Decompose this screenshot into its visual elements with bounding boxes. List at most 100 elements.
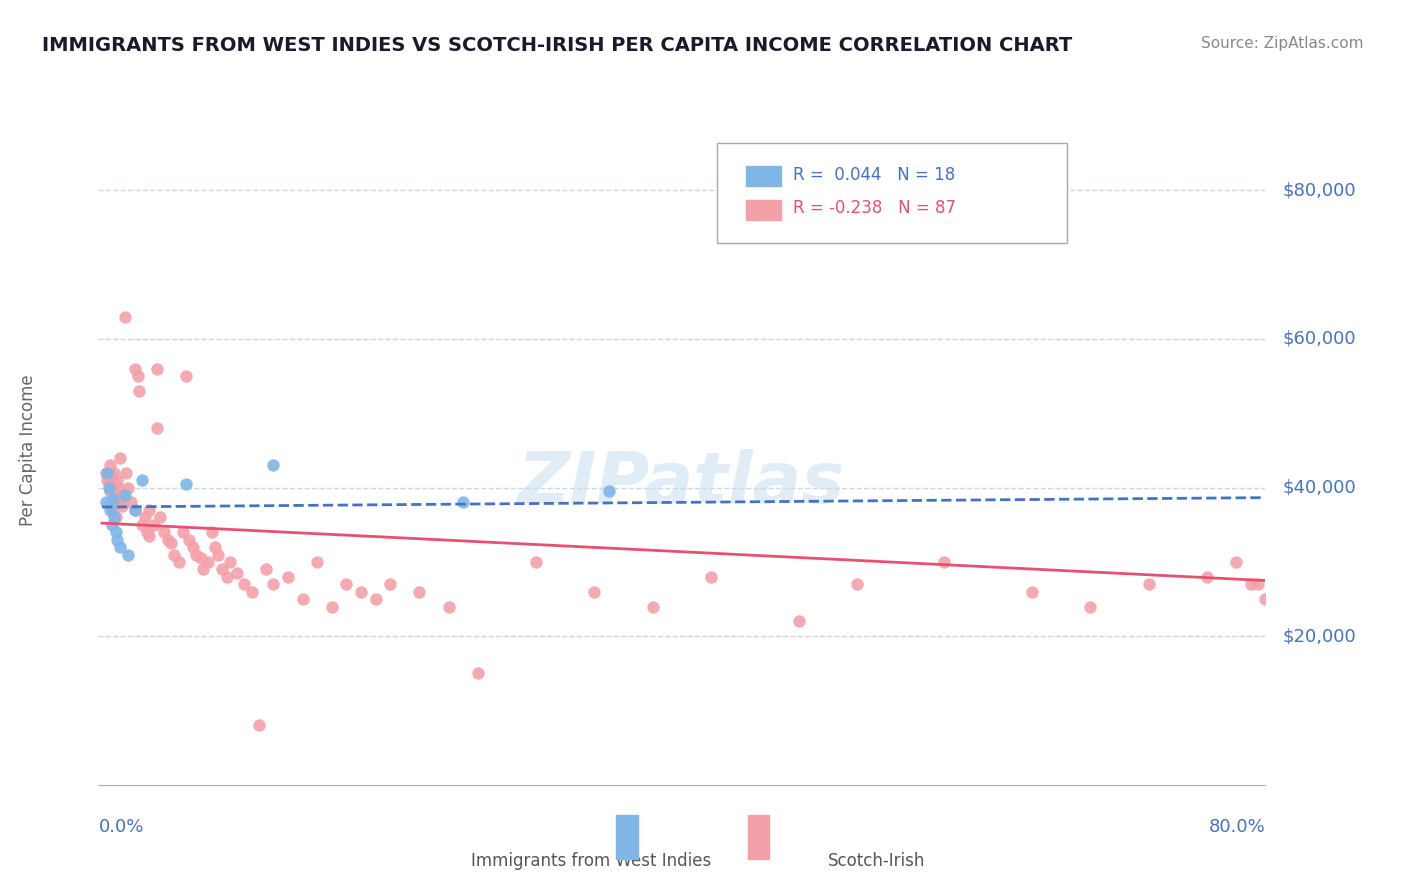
Point bbox=[97, 481, 120, 495]
Point bbox=[94, 466, 117, 480]
Point bbox=[100, 517, 122, 532]
Point bbox=[598, 484, 620, 499]
Point bbox=[254, 562, 277, 576]
Point bbox=[204, 540, 226, 554]
Point bbox=[100, 469, 122, 483]
Point bbox=[96, 473, 118, 487]
Point bbox=[277, 570, 299, 584]
Point bbox=[1080, 599, 1102, 614]
Point bbox=[112, 488, 135, 502]
Point bbox=[138, 503, 160, 517]
Point bbox=[172, 525, 194, 540]
Bar bbox=[616, 814, 638, 859]
Point bbox=[101, 503, 124, 517]
Point bbox=[641, 599, 664, 614]
Point bbox=[845, 577, 868, 591]
Point bbox=[1240, 577, 1263, 591]
Text: $60,000: $60,000 bbox=[1282, 330, 1357, 348]
Point bbox=[262, 577, 284, 591]
Point bbox=[134, 510, 156, 524]
Point bbox=[160, 536, 183, 550]
Point bbox=[105, 473, 128, 487]
Point bbox=[110, 495, 132, 509]
Point bbox=[186, 548, 208, 562]
Point bbox=[114, 488, 136, 502]
Point bbox=[451, 495, 474, 509]
Bar bbox=[747, 200, 782, 219]
Point bbox=[111, 500, 134, 514]
Text: R =  0.044   N = 18: R = 0.044 N = 18 bbox=[793, 166, 955, 184]
Point bbox=[1247, 577, 1270, 591]
Text: R = -0.238   N = 87: R = -0.238 N = 87 bbox=[793, 199, 956, 218]
Point bbox=[124, 503, 146, 517]
Point bbox=[103, 488, 125, 502]
Point bbox=[101, 491, 124, 506]
Point bbox=[101, 481, 124, 495]
Point bbox=[1195, 570, 1218, 584]
Point bbox=[262, 458, 284, 473]
Point bbox=[114, 310, 136, 324]
Point bbox=[138, 529, 160, 543]
Point bbox=[181, 540, 204, 554]
Point bbox=[177, 533, 200, 547]
Point bbox=[201, 525, 224, 540]
Point bbox=[207, 548, 229, 562]
Point bbox=[97, 476, 120, 491]
Text: 80.0%: 80.0% bbox=[1209, 819, 1265, 837]
Point bbox=[934, 555, 956, 569]
Text: $20,000: $20,000 bbox=[1282, 627, 1357, 645]
Point bbox=[218, 555, 240, 569]
Point bbox=[104, 510, 127, 524]
Bar bbox=[747, 166, 782, 186]
Text: ZIPatlas: ZIPatlas bbox=[519, 450, 845, 518]
Point bbox=[96, 466, 118, 480]
Point bbox=[408, 584, 430, 599]
Text: Scotch-Irish: Scotch-Irish bbox=[828, 852, 925, 870]
Point bbox=[157, 533, 180, 547]
Text: Source: ZipAtlas.com: Source: ZipAtlas.com bbox=[1201, 36, 1364, 51]
Point bbox=[135, 525, 157, 540]
Point bbox=[1137, 577, 1160, 591]
Point bbox=[226, 566, 249, 581]
Point bbox=[190, 551, 212, 566]
Point bbox=[197, 555, 219, 569]
Point bbox=[94, 495, 117, 509]
Text: IMMIGRANTS FROM WEST INDIES VS SCOTCH-IRISH PER CAPITA INCOME CORRELATION CHART: IMMIGRANTS FROM WEST INDIES VS SCOTCH-IR… bbox=[42, 36, 1073, 54]
Text: Immigrants from West Indies: Immigrants from West Indies bbox=[471, 852, 711, 870]
Point bbox=[291, 592, 314, 607]
Point bbox=[211, 562, 233, 576]
Point bbox=[149, 510, 172, 524]
Point bbox=[98, 484, 121, 499]
Point bbox=[700, 570, 723, 584]
Point bbox=[524, 555, 547, 569]
Point bbox=[105, 533, 128, 547]
Point bbox=[321, 599, 343, 614]
Point bbox=[583, 584, 606, 599]
Point bbox=[115, 466, 138, 480]
Point bbox=[110, 540, 132, 554]
Point bbox=[233, 577, 256, 591]
Point bbox=[153, 525, 176, 540]
Point bbox=[124, 361, 146, 376]
Point bbox=[128, 384, 150, 398]
Point bbox=[167, 555, 190, 569]
Point bbox=[131, 473, 153, 487]
Point bbox=[146, 361, 169, 376]
Point bbox=[142, 517, 165, 532]
Point bbox=[110, 450, 132, 465]
Point bbox=[104, 525, 127, 540]
Point bbox=[100, 495, 122, 509]
Point bbox=[103, 510, 125, 524]
Text: Per Capita Income: Per Capita Income bbox=[20, 375, 38, 526]
Text: $80,000: $80,000 bbox=[1282, 181, 1357, 199]
Bar bbox=[748, 814, 769, 859]
Point bbox=[127, 369, 149, 384]
Point bbox=[364, 592, 387, 607]
Point bbox=[787, 615, 810, 629]
Point bbox=[163, 548, 186, 562]
Point bbox=[103, 466, 125, 480]
Point bbox=[193, 562, 215, 576]
Point bbox=[335, 577, 357, 591]
Point bbox=[1021, 584, 1043, 599]
Point bbox=[174, 369, 197, 384]
